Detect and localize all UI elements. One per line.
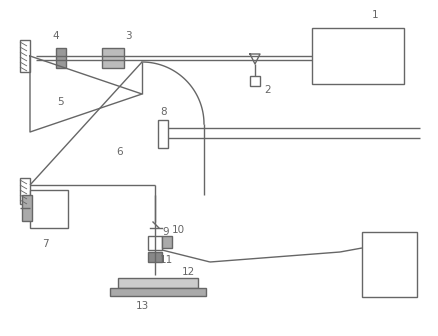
Text: 1: 1: [371, 10, 378, 20]
Bar: [20, 178, 30, 204]
Text: 3: 3: [124, 31, 131, 41]
Text: 9: 9: [162, 227, 169, 237]
Text: 7: 7: [42, 239, 48, 249]
Text: 5: 5: [57, 97, 63, 107]
Bar: [162, 236, 172, 248]
Text: 8: 8: [160, 107, 167, 117]
Text: 12: 12: [181, 267, 194, 277]
Bar: [158, 120, 168, 148]
Bar: [311, 28, 403, 84]
Bar: [148, 252, 162, 262]
Text: 13: 13: [135, 301, 148, 311]
Bar: [102, 48, 124, 68]
Bar: [20, 40, 30, 72]
Bar: [30, 190, 68, 228]
Bar: [249, 76, 259, 86]
Bar: [110, 288, 205, 296]
Bar: [148, 236, 162, 250]
Text: 4: 4: [53, 31, 59, 41]
Bar: [22, 195, 32, 221]
Bar: [118, 278, 198, 288]
Text: 11: 11: [159, 255, 172, 265]
Text: 6: 6: [117, 147, 123, 157]
Bar: [56, 48, 66, 68]
Bar: [361, 232, 416, 297]
Text: 10: 10: [171, 225, 184, 235]
Text: 2: 2: [264, 85, 271, 95]
